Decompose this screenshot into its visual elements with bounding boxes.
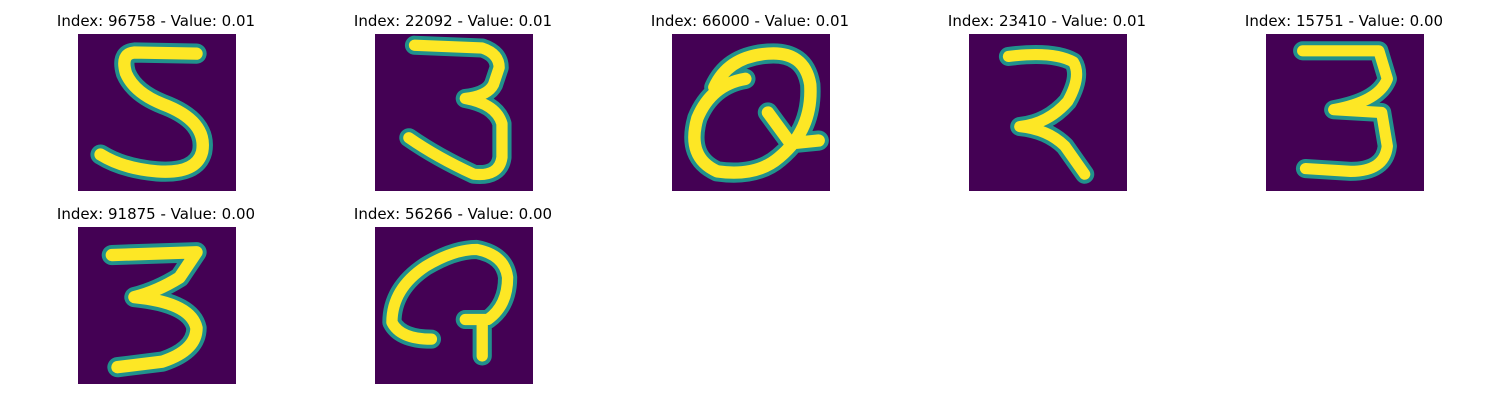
- panel-6: Index: 91875 - Value: 0.00: [36, 205, 276, 395]
- digit-image: [1266, 34, 1424, 191]
- panel-title: Index: 66000 - Value: 0.01: [650, 12, 850, 30]
- panel-title: Index: 56266 - Value: 0.00: [353, 205, 553, 223]
- digit-image: [969, 34, 1127, 191]
- panel-title: Index: 23410 - Value: 0.01: [947, 12, 1147, 30]
- panel-3: Index: 66000 - Value: 0.01: [630, 12, 870, 202]
- panel-5: Index: 15751 - Value: 0.00: [1224, 12, 1464, 202]
- panel-2: Index: 22092 - Value: 0.01: [333, 12, 573, 202]
- panel-title: Index: 96758 - Value: 0.01: [56, 12, 256, 30]
- panel-4: Index: 23410 - Value: 0.01: [927, 12, 1167, 202]
- digit-image: [78, 34, 236, 191]
- panel-title: Index: 22092 - Value: 0.01: [353, 12, 553, 30]
- panel-title: Index: 15751 - Value: 0.00: [1244, 12, 1444, 30]
- digit-image: [375, 34, 533, 191]
- panel-1: Index: 96758 - Value: 0.01: [36, 12, 276, 202]
- digit-image: [375, 227, 533, 384]
- digit-image: [672, 34, 830, 191]
- panel-title: Index: 91875 - Value: 0.00: [56, 205, 256, 223]
- digit-image: [78, 227, 236, 384]
- panel-7: Index: 56266 - Value: 0.00: [333, 205, 573, 395]
